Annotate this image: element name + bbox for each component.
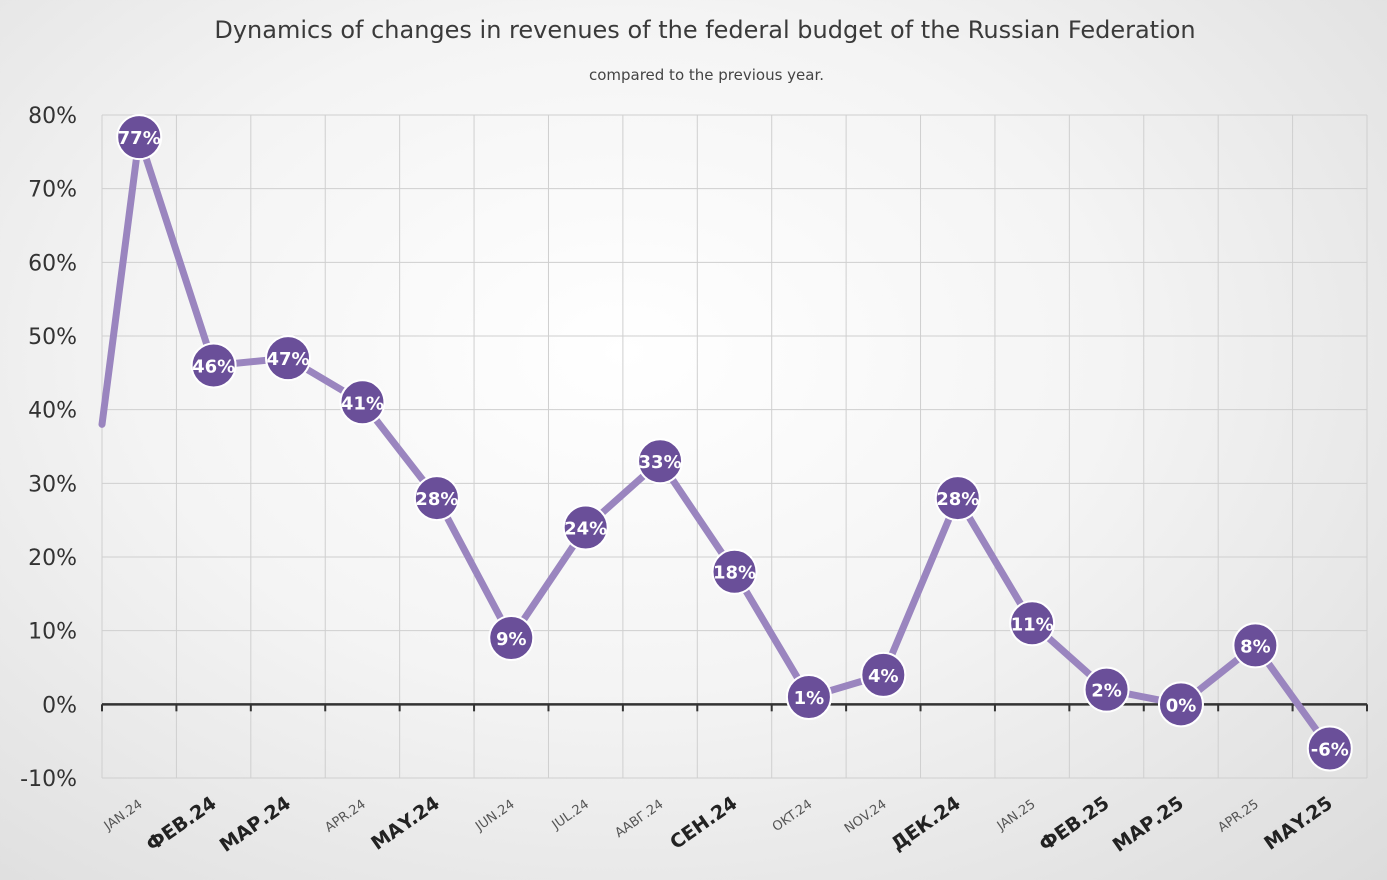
data-point — [339, 379, 386, 426]
data-label: 47% — [266, 349, 309, 370]
x-tick-label: СЕН.24 — [666, 792, 741, 854]
x-tick-label: OKT.24 — [770, 797, 815, 835]
chart-subtitle: compared to the previous year. — [588, 66, 825, 84]
data-point — [860, 651, 907, 698]
data-point — [934, 475, 981, 522]
x-tick-label: JAN.24 — [101, 797, 146, 834]
data-label: 77% — [118, 128, 161, 149]
data-label: 1% — [794, 688, 825, 709]
data-label: 18% — [713, 563, 756, 584]
data-point — [711, 548, 758, 595]
x-tick-label: МАY.24 — [367, 792, 443, 855]
data-label: 41% — [341, 393, 384, 414]
y-tick-label: 70% — [28, 178, 77, 203]
x-tick-label: APR.25 — [1215, 797, 1261, 836]
data-point — [785, 673, 832, 720]
data-label: 28% — [936, 489, 979, 510]
data-label: 46% — [192, 356, 235, 377]
x-tick-label: МАР.25 — [1109, 792, 1188, 857]
data-point — [562, 504, 609, 551]
data-point — [1009, 600, 1056, 647]
data-label: 4% — [868, 666, 899, 687]
y-tick-label: 50% — [28, 325, 77, 350]
data-label: 8% — [1240, 636, 1271, 657]
y-tick-label: 40% — [28, 399, 77, 424]
data-point — [1157, 681, 1204, 728]
y-tick-label: 60% — [28, 251, 77, 276]
x-tick-label: МАР.24 — [216, 792, 295, 857]
y-tick-label: -10% — [20, 767, 77, 792]
x-tick-label: ФЕВ.24 — [142, 792, 220, 856]
x-tick-label: APR.24 — [322, 797, 368, 836]
y-tick-label: 30% — [28, 472, 77, 497]
data-point — [488, 615, 535, 662]
data-label: 2% — [1091, 681, 1122, 702]
data-point — [265, 335, 312, 382]
x-tick-label: NOV.24 — [842, 797, 890, 837]
data-point — [116, 114, 163, 161]
data-label: -6% — [1311, 740, 1349, 761]
y-tick-label: 0% — [42, 693, 77, 718]
data-point — [1083, 666, 1130, 713]
data-point — [1232, 622, 1279, 669]
series-line — [98, 133, 1334, 753]
y-tick-label: 20% — [28, 546, 77, 571]
data-point — [637, 438, 684, 485]
data-label: 9% — [496, 629, 527, 650]
data-label: 11% — [1011, 614, 1054, 635]
x-tick-label: МАY.25 — [1260, 792, 1336, 855]
x-tick-label: JAN.25 — [994, 797, 1039, 834]
x-tick-label: JUL.24 — [549, 797, 592, 834]
data-point — [190, 342, 237, 389]
x-tick-label: ФЕВ.25 — [1035, 792, 1113, 856]
y-tick-label: 10% — [28, 620, 77, 645]
x-tick-label: ААВГ.24 — [612, 797, 666, 841]
data-label: 24% — [564, 519, 607, 540]
chart-title: Dynamics of changes in revenues of the f… — [214, 16, 1196, 44]
data-point — [1306, 725, 1353, 772]
data-label: 28% — [415, 489, 458, 510]
y-tick-label: 80% — [28, 104, 77, 129]
x-tick-label: JUN.24 — [472, 797, 517, 835]
data-point — [413, 475, 460, 522]
x-tick-label: ДЕК.24 — [887, 792, 964, 855]
data-label: 33% — [639, 452, 682, 473]
data-label: 0% — [1166, 695, 1197, 716]
